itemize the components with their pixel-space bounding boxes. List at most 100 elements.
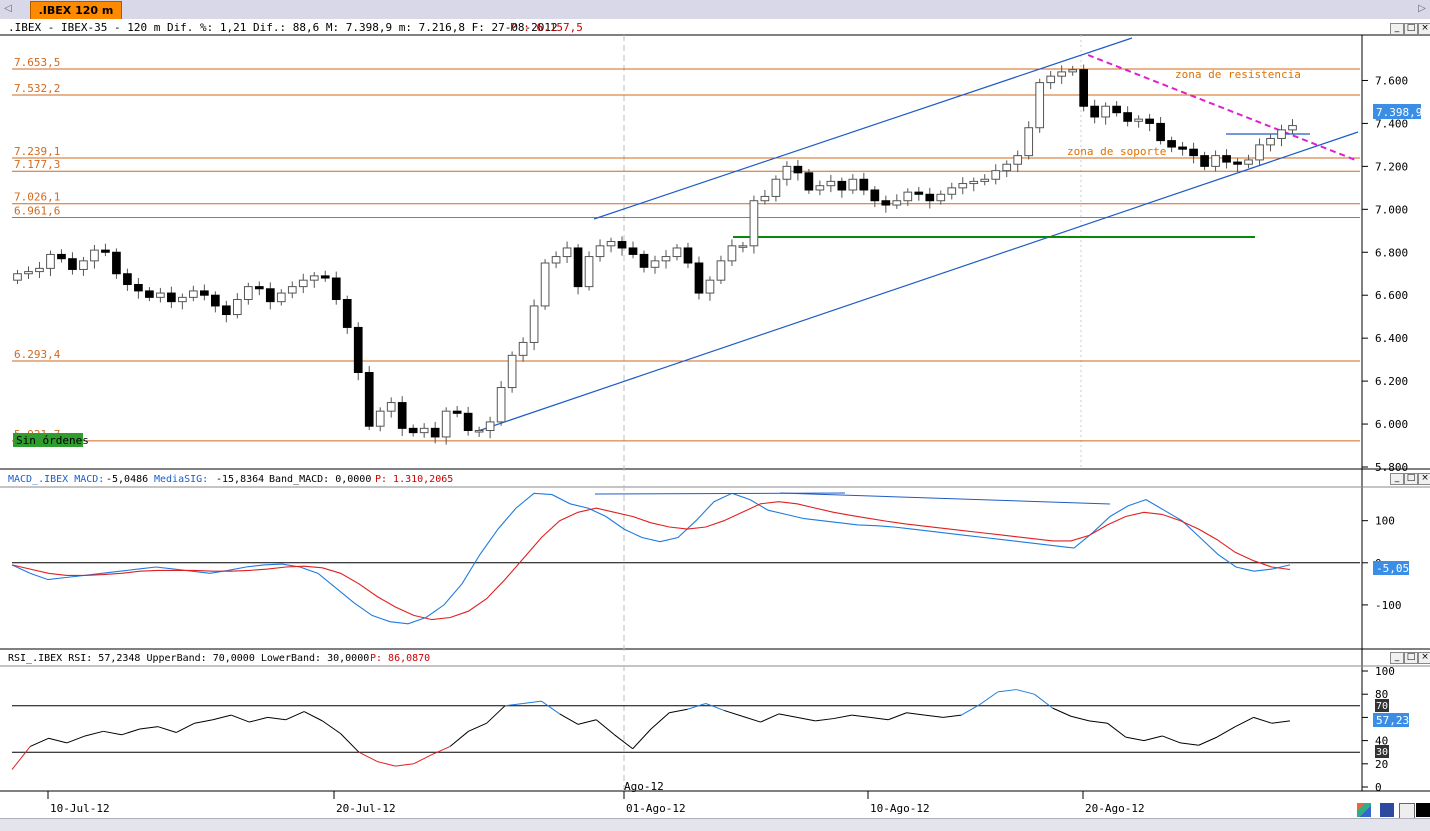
- candle-body: [68, 258, 77, 270]
- price-tick-label: 7.000: [1375, 203, 1408, 216]
- orders-badge-bg[interactable]: [13, 433, 83, 447]
- candle-body: [639, 253, 649, 268]
- rsi-segment: [157, 726, 177, 733]
- rsi-segment: [1253, 716, 1272, 724]
- rsi-segment: [486, 705, 506, 724]
- rsi-segment: [888, 712, 907, 721]
- macd-layer: [11, 492, 1360, 625]
- candle-body: [1167, 140, 1176, 148]
- rsi-segment: [833, 714, 852, 720]
- rsi-segment: [121, 728, 140, 736]
- rsi-segment: [1162, 735, 1181, 744]
- save-icon[interactable]: [1380, 803, 1394, 817]
- palette-icon[interactable]: [1357, 803, 1371, 817]
- candle-body: [892, 200, 902, 206]
- candle-body: [1244, 159, 1253, 165]
- macd-restore-button[interactable]: □: [1404, 473, 1418, 485]
- candle-body: [859, 178, 869, 191]
- candle-body: [1002, 163, 1012, 172]
- macd-header-p: P: 1.310,2065: [375, 474, 453, 485]
- rsi-segment: [176, 722, 195, 733]
- candle-body: [1189, 148, 1198, 157]
- color-swatch-icon[interactable]: [1416, 803, 1430, 817]
- pin-icon[interactable]: [1399, 803, 1415, 819]
- macd-header-band: Band_MACD: 0,0000: [269, 474, 371, 485]
- rsi-segment: [1216, 726, 1236, 738]
- rsi-segment: [413, 754, 433, 765]
- rsi-segment: [906, 712, 925, 716]
- rsi-segment: [84, 730, 104, 737]
- candle-body: [804, 172, 814, 191]
- candle-body: [419, 427, 429, 434]
- price-tick-label: 6.200: [1375, 375, 1408, 388]
- horizontal-scrollbar[interactable]: [0, 818, 1430, 831]
- price-tick-label: 6.600: [1375, 289, 1408, 302]
- candle-body: [430, 427, 440, 438]
- rsi-segment: [358, 751, 378, 762]
- candle-body: [1255, 144, 1264, 161]
- level-label: 7.026,1: [14, 191, 60, 204]
- downtrend-line: [1087, 54, 1359, 162]
- macd-header-value: -5,0486: [106, 474, 148, 485]
- chart-tab[interactable]: .IBEX 120 m: [30, 1, 122, 19]
- rsi-close-button[interactable]: ×: [1418, 652, 1430, 664]
- macd-header-sig-label: MediaSIG:: [154, 474, 208, 485]
- scroll-right-icon[interactable]: ▷: [1418, 3, 1426, 14]
- price-minimize-button[interactable]: _: [1390, 23, 1404, 35]
- rsi-segment: [395, 763, 414, 767]
- candle-body: [24, 271, 33, 275]
- rsi-header: RSI_.IBEX RSI: 57,2348 UpperBand: 70,000…: [8, 653, 369, 664]
- rsi-header-p: P: 86,0870: [370, 653, 430, 664]
- candle-body: [826, 180, 836, 187]
- rsi-segment: [504, 702, 524, 707]
- macd-minimize-button[interactable]: _: [1390, 473, 1404, 485]
- price-restore-button[interactable]: □: [1404, 23, 1418, 35]
- candle-body: [408, 427, 418, 434]
- rsi-segment: [139, 726, 159, 730]
- candle-body: [298, 279, 308, 288]
- rsi-segment: [212, 714, 232, 721]
- candle-body: [1288, 125, 1297, 131]
- candle-body: [881, 200, 891, 206]
- candle-body: [925, 193, 935, 202]
- price-close-button[interactable]: ×: [1418, 23, 1430, 35]
- rsi-segment: [1271, 720, 1291, 724]
- rsi-segment: [1016, 689, 1035, 695]
- rsi-minimize-button[interactable]: _: [1390, 652, 1404, 664]
- price-tick-label: 5.800: [1375, 461, 1408, 474]
- rsi-segment: [377, 760, 396, 767]
- candle-body: [1013, 155, 1023, 165]
- rsi-segment: [449, 730, 469, 747]
- rsi-segment: [997, 689, 1017, 693]
- candle-body: [562, 247, 572, 258]
- candle-body: [749, 200, 759, 247]
- candle-body: [573, 247, 583, 288]
- rsi-tick-label: 100: [1375, 665, 1395, 678]
- candle-body: [848, 178, 858, 191]
- rsi-segment: [48, 737, 67, 744]
- candle-body: [727, 245, 737, 262]
- candle-body: [1046, 75, 1056, 84]
- rsi-segment: [340, 733, 360, 753]
- candle-body: [1057, 71, 1067, 77]
- rsi-band-upper-tag: 70: [1376, 701, 1388, 712]
- candle-body: [705, 279, 715, 294]
- rsi-segment: [66, 735, 86, 744]
- candle-body: [265, 288, 275, 303]
- channel-upper-line: [593, 37, 1133, 220]
- rsi-segment: [303, 711, 323, 722]
- scroll-left-icon[interactable]: ◁: [4, 3, 12, 14]
- candle-body: [342, 299, 352, 328]
- current-price-tag: 7.398,9: [1376, 106, 1422, 119]
- x-axis: 10-Jul-12 20-Jul-12 01-Ago-12 10-Ago-12 20-A…: [47, 791, 1145, 815]
- rsi-segment: [723, 709, 743, 717]
- rsi-current-tag: 57,23: [1376, 714, 1409, 727]
- macd-close-button[interactable]: ×: [1418, 473, 1430, 485]
- rsi-restore-button[interactable]: □: [1404, 652, 1418, 664]
- candle-body: [738, 245, 748, 248]
- levels-layer: 7.653,5 7.532,2 7.239,17.177,3 7.026,16.961…: [12, 56, 1360, 442]
- candle-body: [364, 372, 374, 427]
- month-label: Ago-12: [624, 780, 664, 793]
- orders-badge[interactable]: Sin órdenes: [16, 434, 89, 447]
- candle-body: [694, 262, 704, 294]
